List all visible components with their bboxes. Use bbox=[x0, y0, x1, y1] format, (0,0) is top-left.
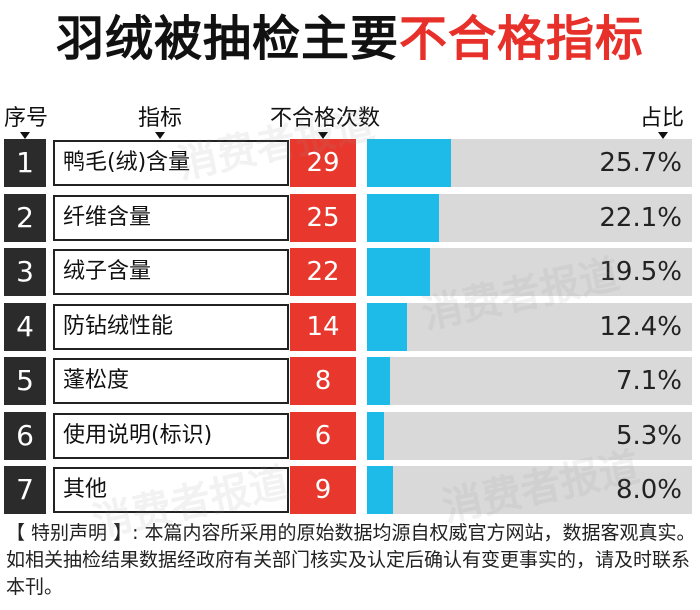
fail-count: 8 bbox=[290, 357, 356, 405]
header-ratio: 占比 bbox=[640, 106, 685, 131]
ratio-label: 5.3% bbox=[615, 420, 682, 451]
indicator-label: 纤维含量 bbox=[53, 194, 289, 241]
table-row: 4 防钻绒性能 14 12.4% bbox=[0, 302, 700, 351]
indicator-label: 防钻绒性能 bbox=[53, 303, 289, 350]
row-number: 2 bbox=[4, 193, 46, 242]
indicator-label: 使用说明(标识) bbox=[53, 412, 289, 459]
ratio-track: 25.7% bbox=[367, 139, 692, 187]
ratio-label: 25.7% bbox=[599, 148, 682, 178]
ratio-track: 12.4% bbox=[367, 302, 692, 351]
ratio-label: 12.4% bbox=[599, 311, 682, 342]
header-count: 不合格次数 bbox=[270, 106, 381, 131]
header-indicator: 指标 bbox=[138, 106, 183, 131]
header-seq: 序号 bbox=[4, 106, 49, 131]
row-number: 5 bbox=[4, 357, 46, 405]
header-count-arrow bbox=[318, 132, 328, 139]
ratio-bar bbox=[367, 466, 393, 514]
ratio-track: 8.0% bbox=[367, 466, 692, 514]
ratio-track: 22.1% bbox=[367, 193, 692, 242]
ratio-label: 7.1% bbox=[615, 366, 682, 396]
ratio-bar bbox=[367, 193, 439, 242]
fail-count: 9 bbox=[290, 466, 356, 514]
ratio-bar bbox=[367, 302, 408, 351]
indicator-label: 蓬松度 bbox=[53, 358, 289, 404]
fail-count: 29 bbox=[290, 139, 356, 187]
title-highlight: 不合格指标 bbox=[399, 11, 645, 67]
table-row: 3 绒子含量 22 19.5% bbox=[0, 248, 700, 296]
ratio-bar bbox=[367, 139, 451, 187]
row-number: 7 bbox=[4, 466, 46, 514]
fail-count: 25 bbox=[290, 193, 356, 242]
table-row: 1 鸭毛(绒)含量 29 25.7% bbox=[0, 139, 700, 187]
fail-count: 6 bbox=[290, 411, 356, 460]
ratio-track: 19.5% bbox=[367, 248, 692, 296]
table-row: 6 使用说明(标识) 6 5.3% bbox=[0, 411, 700, 460]
ratio-track: 5.3% bbox=[367, 411, 692, 460]
ratio-label: 22.1% bbox=[599, 202, 682, 233]
row-number: 6 bbox=[4, 411, 46, 460]
fail-count: 14 bbox=[290, 302, 356, 351]
indicator-label: 其他 bbox=[53, 467, 289, 513]
indicator-label: 绒子含量 bbox=[53, 249, 289, 295]
ratio-bar bbox=[367, 411, 385, 460]
ratio-bar bbox=[367, 248, 431, 296]
ratio-label: 19.5% bbox=[599, 257, 682, 287]
chart-title: 羽绒被抽检主要不合格指标 bbox=[0, 4, 700, 74]
title-main: 羽绒被抽检主要 bbox=[55, 11, 399, 67]
header-indicator-arrow bbox=[155, 132, 165, 139]
disclaimer-note: 【 特别声明 】: 本篇内容所采用的原始数据均源自权威官方网站，数据客观真实。如… bbox=[6, 522, 696, 598]
indicator-label: 鸭毛(绒)含量 bbox=[53, 140, 289, 186]
row-number: 4 bbox=[4, 302, 46, 351]
header-ratio-arrow bbox=[658, 132, 668, 139]
ratio-label: 8.0% bbox=[615, 475, 682, 505]
ratio-bar bbox=[367, 357, 391, 405]
table-row: 2 纤维含量 25 22.1% bbox=[0, 193, 700, 242]
table-row: 5 蓬松度 8 7.1% bbox=[0, 357, 700, 405]
header-seq-arrow bbox=[20, 132, 30, 139]
fail-count: 22 bbox=[290, 248, 356, 296]
row-number: 1 bbox=[4, 139, 46, 187]
table-row: 7 其他 9 8.0% bbox=[0, 466, 700, 514]
row-number: 3 bbox=[4, 248, 46, 296]
ratio-track: 7.1% bbox=[367, 357, 692, 405]
